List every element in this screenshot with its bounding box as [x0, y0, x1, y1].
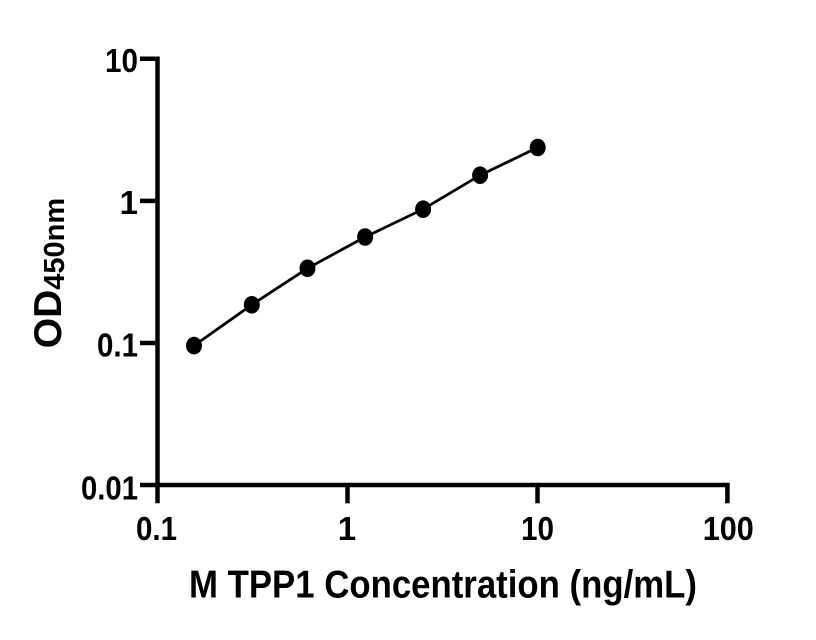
svg-text:0.1: 0.1 — [97, 327, 138, 364]
svg-text:0.1: 0.1 — [136, 510, 177, 547]
svg-text:10: 10 — [105, 42, 138, 79]
svg-text:M TPP1 Concentration (ng/mL): M TPP1 Concentration (ng/mL) — [189, 564, 697, 607]
svg-text:100: 100 — [703, 510, 754, 547]
svg-text:0.01: 0.01 — [81, 470, 138, 507]
svg-text:1: 1 — [338, 510, 356, 547]
svg-text:1: 1 — [120, 184, 138, 221]
svg-text:10: 10 — [521, 510, 554, 547]
